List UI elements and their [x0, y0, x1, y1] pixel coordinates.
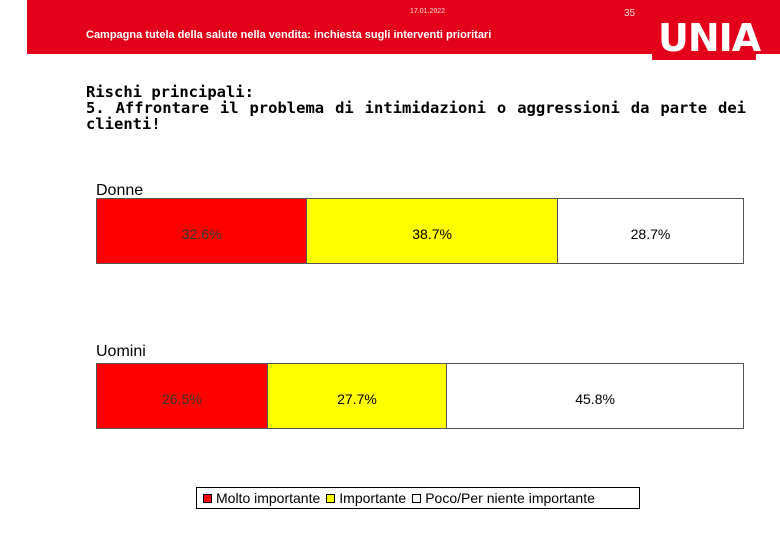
bar-row-uomini: 26.5% 27.7% 45.8%: [96, 363, 744, 429]
legend-swatch: [326, 493, 336, 503]
header-date: 17.01.2022: [410, 8, 446, 15]
page-number: 35: [624, 8, 636, 19]
data-label: 45.8%: [575, 391, 615, 407]
legend-item-importante: Importante: [326, 490, 406, 506]
chart-legend: Molto importante Importante Poco/Per nient…: [196, 487, 640, 509]
data-label: 32.6%: [181, 226, 222, 242]
legend-swatch: [412, 493, 422, 503]
bar-segment-donne-molto: 32.6%: [96, 198, 308, 264]
legend-swatch: [203, 493, 212, 503]
header-subtitle: Campagna tutela della salute nella vendi…: [86, 29, 492, 41]
logo-text: UNIA: [658, 16, 761, 60]
legend-label: Molto importante: [216, 490, 321, 506]
title-line-2: 5. Affrontare il problema di intimidazio…: [86, 99, 746, 133]
bar-segment-uomini-importante: 27.7%: [267, 363, 448, 429]
title-line-1: Rischi principali:: [86, 83, 254, 101]
legend-label: Poco/Per niente importante: [425, 490, 595, 506]
chart-title: Rischi principali: 5. Affrontare il prob…: [86, 84, 746, 132]
bar-segment-donne-importante: 38.7%: [307, 198, 558, 264]
data-label: 28.7%: [630, 226, 671, 242]
unia-logo: UNIA: [652, 0, 761, 60]
legend-label: Importante: [339, 490, 407, 506]
bar-segment-donne-poco: 28.7%: [558, 198, 744, 264]
data-label: 26.5%: [162, 391, 202, 407]
bar-segment-uomini-molto: 26.5%: [96, 363, 268, 429]
data-label: 38.7%: [412, 226, 452, 242]
legend-item-molto: Molto importante: [203, 490, 320, 506]
group-label-uomini: Uomini: [96, 343, 146, 360]
bar-row-donne: 32.6% 38.7% 28.7%: [96, 198, 744, 264]
legend-item-poco: Poco/Per niente importante: [412, 490, 595, 506]
group-label-donne: Donne: [96, 182, 144, 199]
data-label: 27.7%: [337, 391, 377, 407]
bar-segment-uomini-poco: 45.8%: [447, 363, 744, 429]
